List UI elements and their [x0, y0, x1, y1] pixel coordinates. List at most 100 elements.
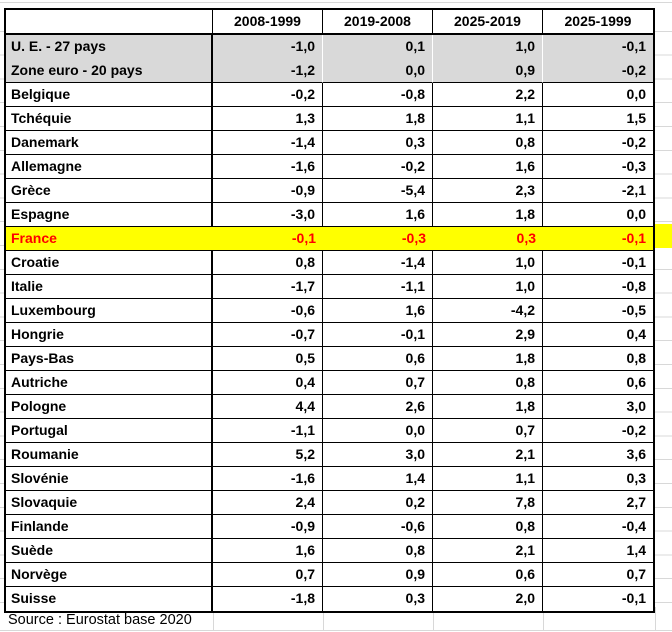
row-label-cell[interactable]: Italie — [6, 274, 213, 299]
value-cell[interactable]: 0,2 — [323, 490, 433, 515]
value-cell[interactable]: -2,1 — [543, 179, 653, 203]
value-cell[interactable]: 0,8 — [213, 250, 323, 275]
value-cell[interactable]: -0,1 — [543, 226, 653, 251]
value-cell[interactable]: -0,1 — [213, 226, 323, 251]
value-cell[interactable]: 5,2 — [213, 442, 323, 467]
value-cell[interactable]: 1,6 — [433, 154, 543, 179]
value-cell[interactable]: 3,6 — [543, 443, 653, 467]
value-cell[interactable]: 0,7 — [323, 370, 433, 395]
value-cell[interactable]: 1,3 — [213, 106, 323, 131]
value-cell[interactable]: -1,2 — [213, 58, 323, 83]
value-cell[interactable]: 0,8 — [433, 514, 543, 539]
value-cell[interactable]: -0,9 — [213, 178, 323, 203]
value-cell[interactable]: 1,0 — [433, 250, 543, 275]
value-cell[interactable]: 2,0 — [433, 586, 543, 611]
value-cell[interactable]: -1,4 — [323, 250, 433, 275]
value-cell[interactable]: -0,2 — [543, 131, 653, 155]
value-cell[interactable]: -0,2 — [323, 154, 433, 179]
value-cell[interactable]: 0,9 — [323, 562, 433, 587]
value-cell[interactable]: 0,7 — [213, 562, 323, 587]
row-label-cell[interactable]: Hongrie — [6, 322, 213, 347]
value-cell[interactable]: -0,2 — [543, 419, 653, 443]
value-cell[interactable]: -3,0 — [213, 202, 323, 227]
value-cell[interactable]: -1,8 — [213, 586, 323, 611]
column-header-cell[interactable]: 2008-1999 — [213, 10, 323, 35]
value-cell[interactable]: 0,3 — [323, 586, 433, 611]
value-cell[interactable]: -1,6 — [213, 154, 323, 179]
row-label-cell[interactable]: Portugal — [6, 418, 213, 443]
value-cell[interactable]: -0,2 — [213, 82, 323, 107]
value-cell[interactable]: -0,8 — [543, 275, 653, 299]
value-cell[interactable]: 3,0 — [323, 442, 433, 467]
value-cell[interactable]: 1,4 — [543, 539, 653, 563]
value-cell[interactable]: 0,6 — [323, 346, 433, 371]
value-cell[interactable]: 1,8 — [433, 202, 543, 227]
value-cell[interactable]: 0,3 — [543, 467, 653, 491]
row-label-cell[interactable]: Tchéquie — [6, 106, 213, 131]
value-cell[interactable]: 0,6 — [433, 562, 543, 587]
value-cell[interactable]: 0,7 — [543, 563, 653, 587]
value-cell[interactable]: -0,9 — [213, 514, 323, 539]
value-cell[interactable]: 1,0 — [433, 274, 543, 299]
value-cell[interactable]: -5,4 — [323, 178, 433, 203]
value-cell[interactable]: 0,7 — [433, 418, 543, 443]
value-cell[interactable]: 0,0 — [543, 203, 653, 227]
value-cell[interactable]: -0,8 — [323, 82, 433, 107]
column-header-cell[interactable]: 2025-2019 — [433, 10, 543, 35]
value-cell[interactable]: 0,8 — [433, 130, 543, 155]
value-cell[interactable]: 2,6 — [323, 394, 433, 419]
row-label-cell[interactable]: Espagne — [6, 202, 213, 227]
value-cell[interactable]: -4,2 — [433, 298, 543, 323]
value-cell[interactable]: 4,4 — [213, 394, 323, 419]
value-cell[interactable]: -1,0 — [213, 35, 323, 59]
column-header-cell[interactable]: 2025-1999 — [543, 10, 653, 35]
row-label-cell[interactable]: Suède — [6, 538, 213, 563]
value-cell[interactable]: 1,1 — [433, 106, 543, 131]
value-cell[interactable]: 0,5 — [213, 346, 323, 371]
value-cell[interactable]: -0,6 — [213, 298, 323, 323]
value-cell[interactable]: 1,4 — [323, 466, 433, 491]
value-cell[interactable]: 0,4 — [213, 370, 323, 395]
value-cell[interactable]: 2,1 — [433, 442, 543, 467]
value-cell[interactable]: -0,3 — [323, 226, 433, 251]
value-cell[interactable]: 1,6 — [323, 202, 433, 227]
value-cell[interactable]: 1,6 — [213, 538, 323, 563]
value-cell[interactable]: -0,1 — [323, 322, 433, 347]
value-cell[interactable]: -0,2 — [543, 58, 653, 83]
value-cell[interactable]: 0,0 — [543, 83, 653, 107]
value-cell[interactable]: 0,1 — [323, 35, 433, 59]
row-label-cell[interactable]: Croatie — [6, 250, 213, 275]
source-note[interactable]: Source : Eurostat base 2020 — [8, 612, 192, 628]
value-cell[interactable]: -1,1 — [213, 418, 323, 443]
row-label-cell[interactable]: Luxembourg — [6, 298, 213, 323]
value-cell[interactable]: -0,1 — [621, 590, 646, 607]
row-label-cell[interactable]: U. E. - 27 pays — [6, 35, 213, 59]
value-cell[interactable]: -1,4 — [213, 130, 323, 155]
value-cell[interactable]: -0,6 — [323, 514, 433, 539]
value-cell[interactable]: 0,6 — [543, 371, 653, 395]
row-label-cell[interactable]: Belgique — [6, 82, 213, 107]
value-cell[interactable]: 0,3 — [323, 130, 433, 155]
value-cell[interactable]: 2,9 — [433, 322, 543, 347]
value-cell[interactable]: 1,6 — [323, 298, 433, 323]
corner-header-cell[interactable] — [6, 10, 213, 35]
value-cell[interactable]: 1,8 — [433, 346, 543, 371]
value-cell[interactable]: 0,0 — [323, 58, 433, 83]
value-cell[interactable]: 0,8 — [543, 347, 653, 371]
row-label-cell[interactable]: Slovénie — [6, 466, 213, 491]
row-label-cell[interactable]: Zone euro - 20 pays — [6, 58, 213, 83]
value-cell[interactable]: 2,1 — [433, 538, 543, 563]
value-cell[interactable]: 1,0 — [433, 35, 543, 59]
row-label-cell[interactable]: Suisse — [6, 586, 213, 611]
value-cell[interactable]: -1,7 — [213, 274, 323, 299]
value-cell[interactable]: -0,7 — [213, 322, 323, 347]
value-cell[interactable]: 2,4 — [213, 490, 323, 515]
value-cell[interactable]: 2,3 — [433, 178, 543, 203]
value-cell[interactable]: 3,0 — [543, 395, 653, 419]
value-cell[interactable]: 0,9 — [433, 58, 543, 83]
row-label-cell[interactable]: Danemark — [6, 130, 213, 155]
value-cell[interactable]: -1,6 — [213, 466, 323, 491]
value-cell[interactable]: 2,7 — [543, 491, 653, 515]
value-cell[interactable]: 1,1 — [433, 466, 543, 491]
value-cell[interactable]: -0,3 — [543, 155, 653, 179]
